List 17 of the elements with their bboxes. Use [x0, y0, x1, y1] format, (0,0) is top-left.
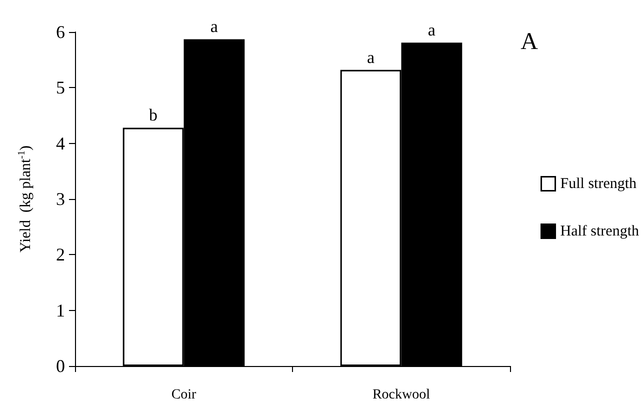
annotation: a	[210, 17, 218, 36]
y-tick-label: 0	[56, 356, 65, 376]
text: A	[520, 29, 539, 55]
annotation: a	[428, 20, 436, 40]
annotation: b	[149, 106, 158, 125]
y-axis-title: Yield (kg plant-1)	[16, 145, 34, 253]
legend-label: Half strength	[560, 223, 640, 240]
x-tick-label: Coir	[171, 388, 197, 402]
y-tick-label: 6	[56, 22, 65, 42]
y-tick-label: 5	[56, 78, 65, 98]
x-tick-label: Rockwool	[372, 388, 430, 402]
y-tick-label: 2	[56, 244, 65, 265]
y-tick-label: 4	[56, 133, 65, 154]
legend-label: Full strength	[560, 176, 638, 192]
y-tick-label: 1	[56, 300, 65, 320]
y-tick-label: 3	[56, 189, 65, 209]
annotation: a	[367, 48, 376, 67]
